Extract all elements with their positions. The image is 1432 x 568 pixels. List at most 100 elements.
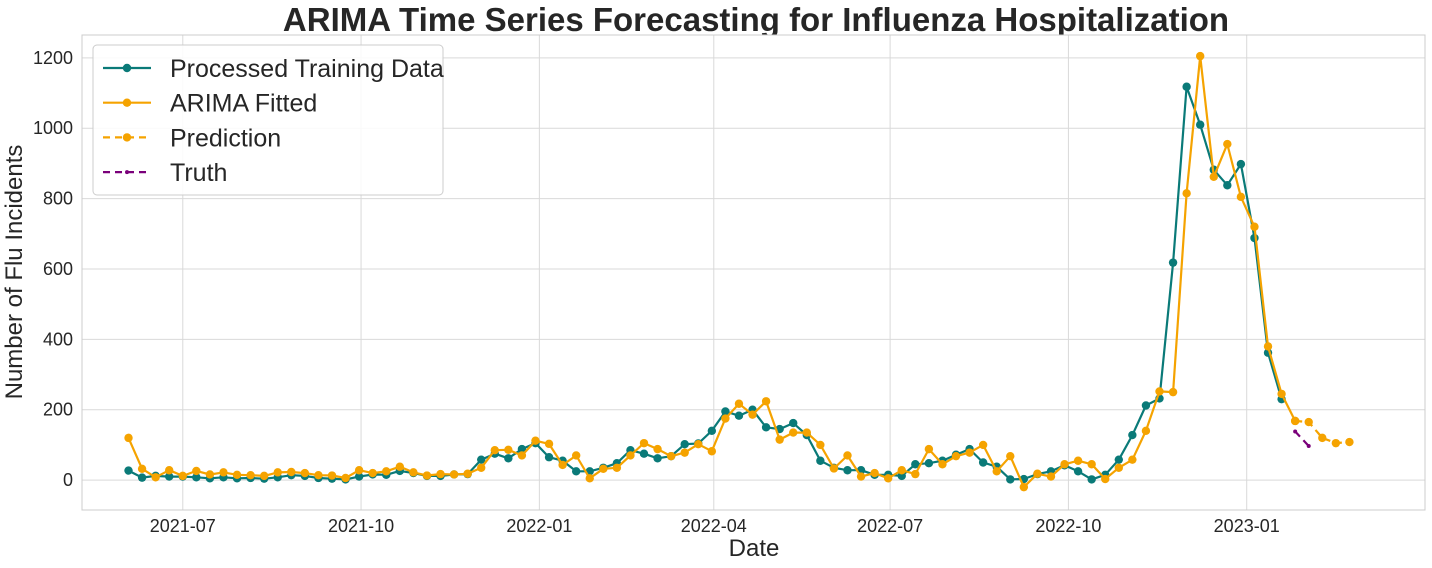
data-point-processed-training-data — [680, 440, 689, 449]
data-point-arima-fitted — [246, 470, 255, 480]
data-point-processed-training-data — [1073, 467, 1083, 476]
data-point-arima-fitted — [816, 440, 825, 450]
data-point-arima-fitted — [477, 463, 486, 472]
legend-label: Truth — [170, 159, 227, 187]
data-point-arima-fitted — [151, 473, 160, 482]
x-tick-label: 2022-01 — [506, 516, 572, 536]
data-point-truth — [1306, 443, 1311, 448]
data-point-arima-fitted — [612, 463, 622, 472]
data-point-arima-fitted — [219, 468, 228, 477]
data-point-arima-fitted — [287, 467, 296, 477]
data-point-arima-fitted — [205, 470, 215, 479]
data-point-processed-training-data — [1006, 475, 1015, 484]
data-point-processed-training-data — [789, 418, 798, 428]
data-point-arima-fitted — [721, 414, 730, 423]
data-point-arima-fitted — [531, 436, 540, 445]
data-point-processed-training-data — [1195, 120, 1205, 129]
data-point-arima-fitted — [1155, 387, 1164, 396]
data-point-arima-fitted — [829, 464, 839, 473]
x-tick-label: 2021-10 — [328, 516, 394, 536]
data-point-truth — [1293, 429, 1298, 434]
chart-title: ARIMA Time Series Forecasting for Influe… — [283, 1, 1229, 38]
data-point-arima-fitted — [911, 469, 920, 479]
data-point-arima-fitted — [368, 468, 377, 478]
data-point-processed-training-data — [1168, 258, 1178, 267]
data-point-arima-fitted — [748, 410, 757, 419]
data-point-arima-fitted — [599, 464, 608, 474]
data-point-arima-fitted — [409, 468, 418, 477]
data-point-processed-training-data — [707, 426, 717, 436]
data-point-arima-fitted — [137, 464, 147, 474]
data-point-processed-training-data — [504, 454, 513, 463]
data-point-arima-fitted — [951, 451, 961, 461]
data-point-arima-fitted — [694, 440, 703, 449]
data-point-arima-fitted — [1114, 463, 1124, 472]
data-point-arima-fitted — [897, 466, 906, 475]
data-point-processed-training-data — [721, 407, 730, 416]
data-point-arima-fitted — [1019, 482, 1029, 492]
data-point-arima-fitted — [1209, 172, 1218, 181]
data-point-arima-fitted — [666, 451, 676, 461]
data-point-processed-training-data — [816, 456, 825, 465]
axes: 2021-07 2021-10 2022-01 2022-04 2022-07 2022-… — [33, 34, 1426, 536]
data-point-processed-training-data — [1141, 401, 1151, 410]
data-point-arima-fitted — [314, 470, 323, 480]
data-point-prediction — [1318, 433, 1327, 443]
series-line-truth — [1294, 430, 1310, 447]
data-point-processed-training-data — [1087, 475, 1096, 484]
data-point-arima-fitted — [449, 470, 459, 479]
series-line-prediction — [1295, 419, 1350, 445]
data-point-arima-fitted — [1087, 460, 1096, 469]
data-point-processed-training-data — [1182, 82, 1191, 91]
data-point-processed-training-data — [639, 449, 649, 458]
data-point-arima-fitted — [517, 451, 527, 460]
data-point-processed-training-data — [843, 466, 852, 475]
data-point-arima-fitted — [1046, 472, 1056, 481]
y-tick-label: 800 — [43, 189, 73, 209]
data-point-processed-training-data — [137, 473, 147, 482]
data-point-arima-fitted — [382, 467, 391, 476]
plot-series — [124, 51, 1354, 492]
data-point-prediction — [1345, 437, 1354, 447]
data-point-arima-fitted — [1033, 469, 1042, 478]
data-point-arima-fitted — [775, 435, 784, 444]
data-point-arima-fitted — [1182, 189, 1191, 198]
legend-swatch-marker — [122, 98, 132, 107]
data-point-arima-fitted — [1277, 389, 1286, 399]
data-point-arima-fitted — [585, 474, 594, 483]
data-point-arima-fitted — [978, 440, 988, 450]
data-point-arima-fitted — [734, 399, 744, 408]
y-tick-label: 600 — [43, 259, 73, 279]
legend-swatch-marker — [125, 170, 129, 175]
data-point-arima-fitted — [504, 445, 513, 455]
data-point-arima-fitted — [436, 469, 445, 479]
data-point-processed-training-data — [544, 453, 554, 462]
x-tick-label: 2021-07 — [150, 516, 216, 536]
data-point-processed-training-data — [477, 455, 486, 464]
data-point-processed-training-data — [911, 460, 920, 469]
data-point-arima-fitted — [761, 397, 771, 406]
plot-frame — [81, 34, 1426, 511]
data-point-arima-fitted — [1250, 222, 1259, 231]
data-point-arima-fitted — [300, 468, 310, 478]
data-point-arima-fitted — [192, 466, 201, 476]
x-tick-label: 2022-10 — [1035, 516, 1101, 536]
data-point-arima-fitted — [1236, 192, 1246, 202]
legend-swatch-marker — [122, 63, 132, 73]
data-point-processed-training-data — [1223, 181, 1232, 190]
data-point-arima-fitted — [1141, 426, 1151, 436]
legend-label: Prediction — [170, 124, 281, 152]
legend-swatch-marker — [122, 133, 132, 142]
data-point-arima-fitted — [1060, 460, 1069, 469]
data-point-processed-training-data — [354, 472, 364, 481]
data-point-processed-training-data — [124, 466, 133, 475]
data-point-arima-fitted — [1101, 474, 1110, 484]
y-tick-label: 200 — [43, 400, 73, 420]
data-point-processed-training-data — [192, 473, 201, 482]
y-tick-label: 400 — [43, 329, 73, 349]
data-point-arima-fitted — [843, 451, 852, 460]
data-point-arima-fitted — [395, 462, 405, 471]
x-tick-label: 2022-07 — [857, 516, 923, 536]
data-point-arima-fitted — [1128, 455, 1137, 464]
